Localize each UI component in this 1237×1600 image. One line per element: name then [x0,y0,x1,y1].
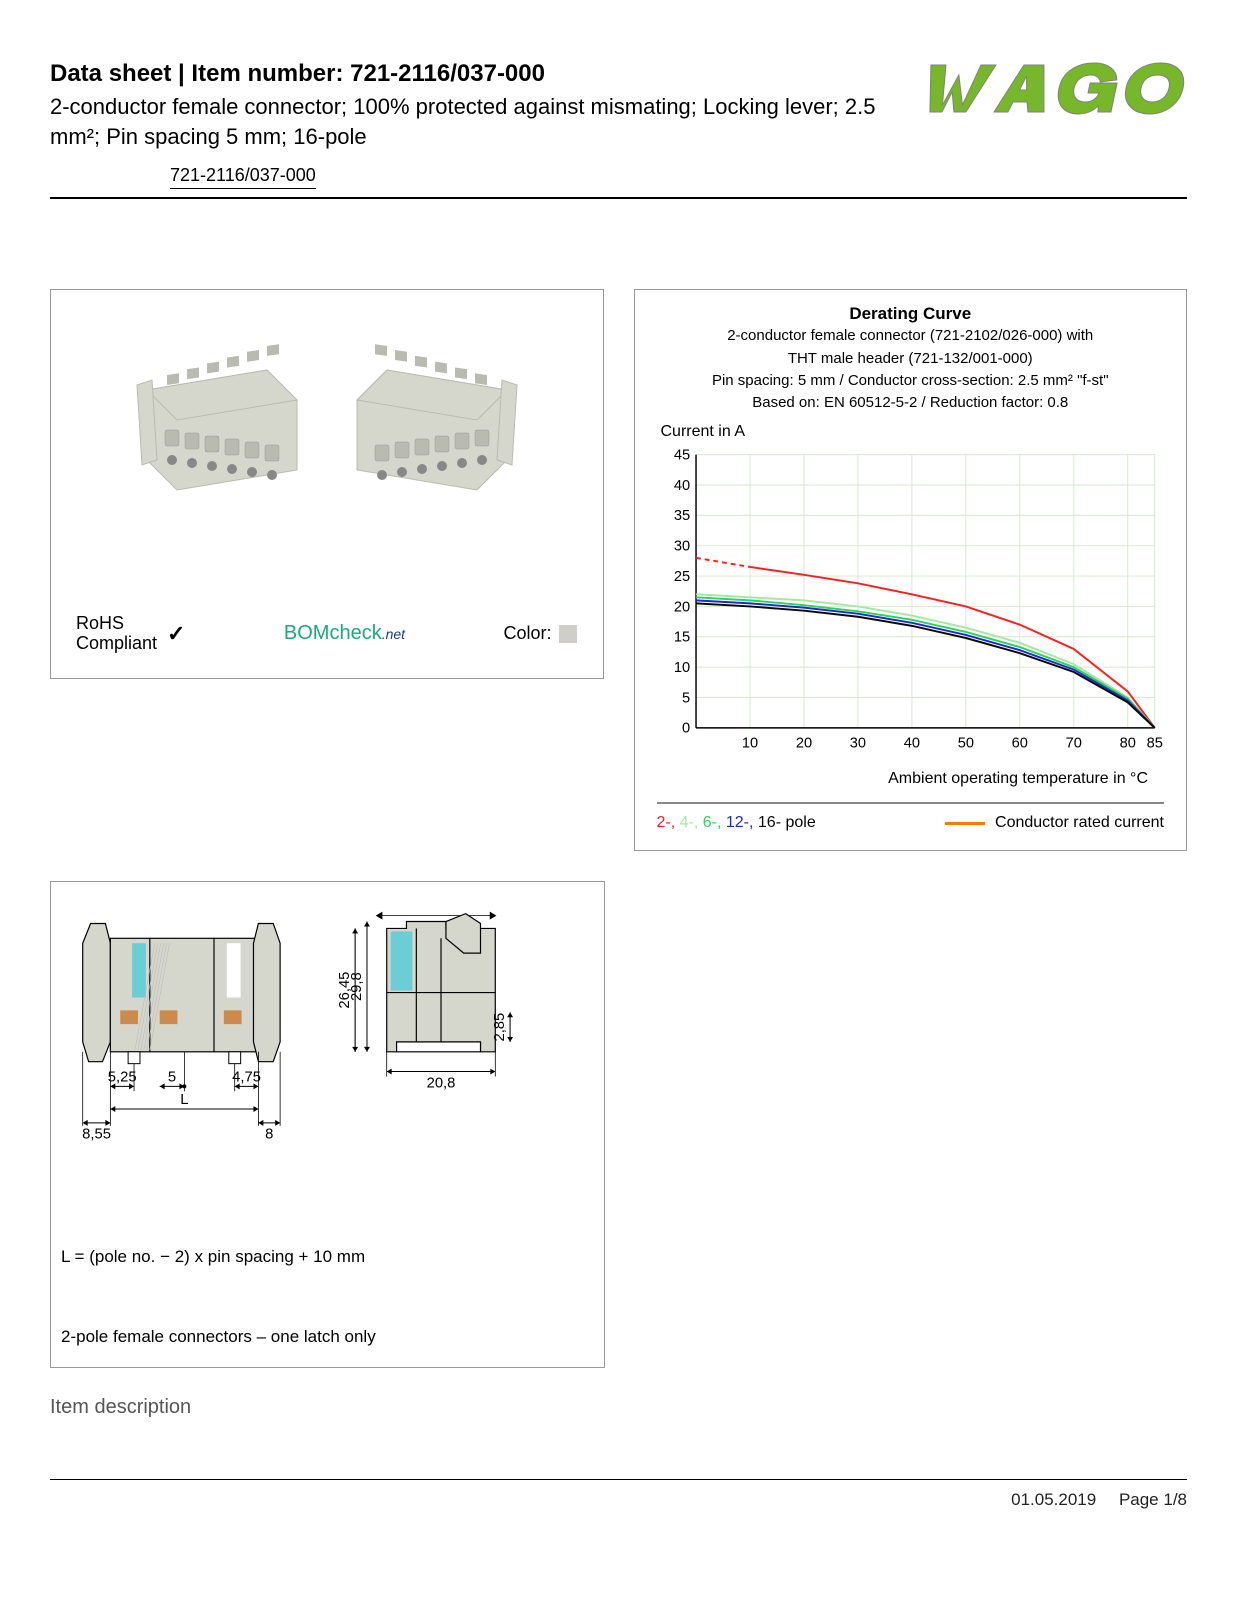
product-image-panel: RoHS Compliant ✓ BOMcheck.net Color: [50,289,604,679]
legend-conductor-text: Conductor rated current [995,814,1164,832]
check-icon: ✓ [167,621,185,647]
rohs-compliant-badge: RoHS Compliant ✓ [76,614,185,654]
color-swatch [559,625,577,643]
svg-text:15: 15 [673,630,689,646]
color-label-text: Color: [503,623,551,644]
svg-text:5: 5 [682,691,690,707]
chart-title: Derating Curve [657,304,1165,324]
chart-subtitle-1: 2-conductor female connector (721-2102/0… [657,326,1165,346]
header-text-block: Data sheet | Item number: 721-2116/037-0… [50,60,927,189]
legend-pole-word: pole [781,814,816,831]
svg-text:70: 70 [1065,736,1081,752]
svg-text:30: 30 [849,736,865,752]
svg-text:5,25: 5,25 [108,1070,137,1086]
product-render-area [51,290,603,550]
legend-2pole: 2-, [657,814,680,831]
svg-text:20,8: 20,8 [427,1076,456,1092]
title-item-number: 721-2116/037-000 [350,60,545,87]
footer-date: 01.05.2019 [1011,1490,1096,1509]
svg-text:8: 8 [265,1127,273,1143]
item-number-underlined: 721-2116/037-000 [170,165,316,189]
legend-6pole: 6-, [703,814,726,831]
rohs-label: RoHS [76,614,157,634]
svg-text:8,55: 8,55 [82,1127,111,1143]
technical-drawing-panel: 5,2554,75L8,55829,826,452,8520,8 L = (po… [50,881,605,1368]
bomcheck-text: BOMcheck [284,622,382,644]
svg-text:4,75: 4,75 [232,1070,261,1086]
derating-chart-panel: Derating Curve 2-conductor female connec… [634,289,1188,851]
chart-subtitle-3: Pin spacing: 5 mm / Conductor cross-sect… [657,371,1165,391]
svg-text:20: 20 [673,600,689,616]
svg-text:35: 35 [673,509,689,525]
svg-text:50: 50 [957,736,973,752]
svg-text:0: 0 [682,721,690,737]
svg-text:30: 30 [673,539,689,555]
svg-text:60: 60 [1011,736,1027,752]
legend-16pole: 16- [758,814,781,831]
wago-logo [927,60,1187,115]
svg-text:45: 45 [673,448,689,464]
svg-text:85: 85 [1146,736,1162,752]
drawing-note-2pole: 2-pole female connectors – one latch onl… [61,1327,594,1347]
svg-text:20: 20 [795,736,811,752]
header: Data sheet | Item number: 721-2116/037-0… [50,60,1187,199]
svg-text:10: 10 [673,660,689,676]
technical-drawing: 5,2554,75L8,55829,826,452,8520,8 [61,892,594,1182]
svg-text:26,45: 26,45 [337,972,353,1009]
legend-12pole: 12-, [726,814,758,831]
connector-render-right [337,330,537,510]
derating-chart: 0 5 10 15 20 25 30 35 40 45 10 20 30 40 50 60 70 80 85 [657,441,1165,761]
chart-y-caption: Current in A [661,423,1165,441]
svg-text:25: 25 [673,569,689,585]
svg-text:L: L [180,1092,188,1108]
title-prefix: Data sheet | Item number: [50,60,350,87]
svg-text:40: 40 [673,478,689,494]
rohs-compliant-label: Compliant [76,634,157,654]
bomcheck-logo: BOMcheck.net [284,622,405,645]
svg-text:80: 80 [1119,736,1135,752]
chart-subtitle-2: THT male header (721-132/001-000) [657,349,1165,369]
svg-text:5: 5 [168,1070,176,1086]
legend-4pole: 4-, [680,814,703,831]
drawing-notes: L = (pole no. − 2) x pin spacing + 10 mm… [61,1247,594,1347]
page-footer: 01.05.2019 Page 1/8 [50,1479,1187,1510]
bomcheck-net: .net [382,626,405,642]
footer-page: Page 1/8 [1119,1490,1187,1509]
svg-text:40: 40 [903,736,919,752]
svg-text:10: 10 [741,736,757,752]
connector-render-left [117,330,317,510]
conductor-line-icon [945,822,985,825]
svg-text:2,85: 2,85 [492,1013,508,1042]
legend-poles: 2-, 4-, 6-, 12-, 16- pole [657,814,816,832]
chart-legend: 2-, 4-, 6-, 12-, 16- pole Conductor rate… [657,802,1165,832]
product-footer-row: RoHS Compliant ✓ BOMcheck.net Color: [76,614,578,654]
chart-x-caption: Ambient operating temperature in °C [657,770,1165,788]
legend-conductor: Conductor rated current [945,814,1164,832]
item-description-heading: Item description [50,1396,1187,1419]
color-indicator: Color: [503,623,577,644]
datasheet-title: Data sheet | Item number: 721-2116/037-0… [50,60,897,88]
datasheet-subtitle: 2-conductor female connector; 100% prote… [50,92,897,151]
chart-subtitle-4: Based on: EN 60512-5-2 / Reduction facto… [657,393,1165,413]
drawing-formula: L = (pole no. − 2) x pin spacing + 10 mm [61,1247,594,1267]
